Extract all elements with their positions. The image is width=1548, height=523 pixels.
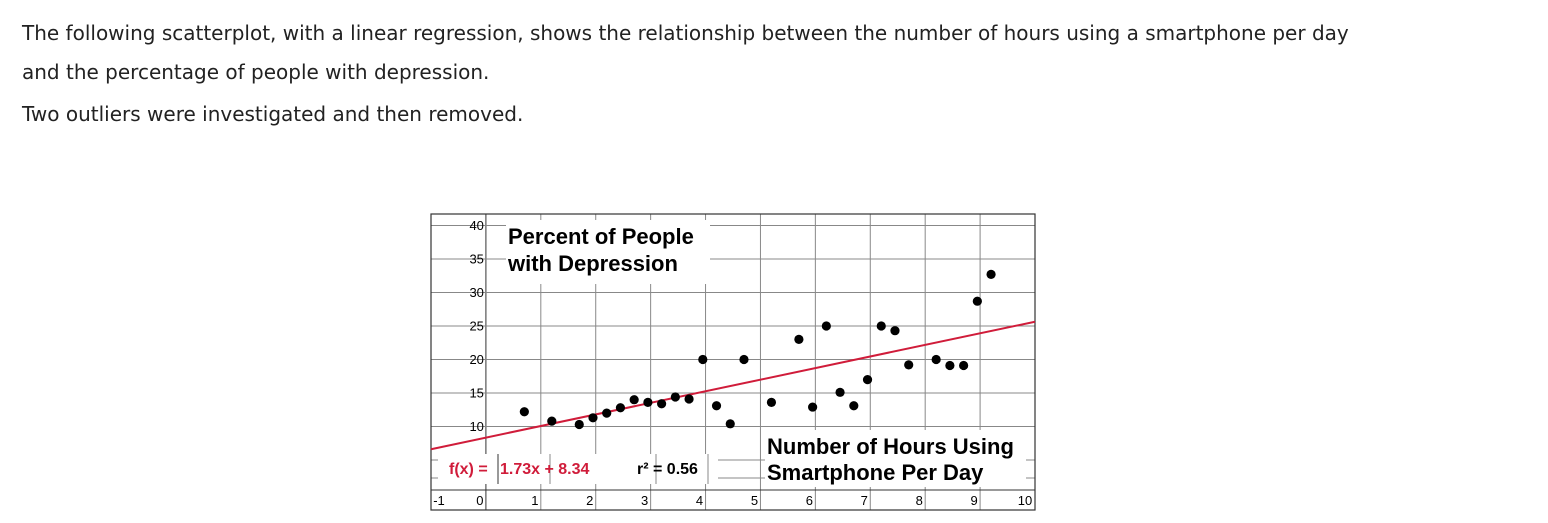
- y-tick-label: 30: [469, 285, 483, 300]
- y-tick-label: 15: [469, 386, 483, 401]
- data-point: [739, 354, 749, 365]
- x-tick-label: 0: [476, 493, 483, 508]
- data-point: [698, 354, 708, 365]
- x-tick-label: 2: [586, 493, 593, 508]
- data-point: [862, 375, 873, 385]
- data-point: [945, 360, 955, 371]
- data-point: [849, 401, 859, 411]
- data-point: [519, 407, 529, 417]
- y-tick-label: 40: [469, 218, 483, 233]
- regression-equation-prefix: f(x) =: [449, 461, 488, 478]
- title-background: [506, 220, 710, 284]
- outlier-paragraph: Two outliers were investigated and then …: [22, 102, 524, 126]
- outer-border: [430, 213, 1036, 511]
- chart-title-line-2: with Depression: [507, 251, 678, 276]
- data-point: [670, 392, 680, 402]
- x-tick-label: 9: [970, 493, 977, 508]
- xlabel-background: [765, 430, 1026, 487]
- data-point: [547, 416, 557, 426]
- equation-background: [438, 454, 718, 484]
- data-point: [972, 296, 982, 306]
- data-point: [643, 397, 653, 407]
- x-tick-label: 7: [861, 493, 868, 508]
- x-tick-labels: -1 0 1 2 3 4 5 6 7 8 9 10: [433, 493, 1032, 508]
- data-points: [519, 269, 996, 430]
- data-point: [808, 402, 818, 412]
- x-tick-label: 5: [751, 493, 758, 508]
- data-point: [890, 326, 900, 336]
- y-tick-label: 25: [469, 319, 483, 334]
- x-tick-label: 6: [806, 493, 813, 508]
- x-tick-label: -1: [433, 493, 445, 508]
- scatterplot-chart: 10 15 20 25 30 35 40 -1 0 1 2 3 4 5 6 7 8 9 10 Percent of…: [430, 213, 1036, 511]
- r-squared-label: r² = 0.56: [637, 461, 698, 478]
- data-point: [588, 413, 598, 423]
- data-point: [986, 269, 996, 280]
- data-point: [876, 321, 886, 331]
- data-point: [904, 360, 914, 370]
- y-tick-label: 20: [469, 352, 483, 367]
- y-tick-label: 10: [469, 419, 483, 434]
- data-point: [615, 403, 626, 413]
- data-point: [931, 354, 941, 365]
- x-tick-label: 3: [641, 493, 648, 508]
- data-point: [684, 394, 694, 404]
- x-tick-label: 10: [1018, 493, 1032, 508]
- intro-line-1: The following scatterplot, with a linear…: [22, 21, 1349, 45]
- intro-line-2: and the percentage of people with depres…: [22, 60, 490, 84]
- x-tick-label: 8: [916, 493, 923, 508]
- data-point: [959, 360, 969, 371]
- y-tick-labels: 10 15 20 25 30 35 40: [469, 218, 483, 434]
- data-point: [766, 397, 777, 407]
- intro-paragraph: The following scatterplot, with a linear…: [22, 14, 1522, 92]
- data-point: [821, 321, 831, 331]
- x-axis-label-line-1: Number of Hours Using: [767, 434, 1014, 459]
- chart-frame: [430, 213, 1036, 511]
- x-tick-label: 4: [696, 493, 703, 508]
- y-tick-label: 35: [469, 252, 483, 267]
- regression-equation: 1.73x + 8.34: [500, 461, 590, 478]
- data-point: [794, 334, 804, 344]
- data-point: [602, 408, 612, 418]
- data-point: [835, 387, 845, 397]
- question-text: The following scatterplot, with a linear…: [22, 14, 1522, 126]
- data-point: [711, 401, 722, 411]
- data-point: [629, 395, 639, 405]
- data-point: [725, 419, 735, 429]
- regression-line: [430, 320, 1036, 451]
- x-axis-label-line-2: Smartphone Per Day: [767, 460, 984, 485]
- data-point: [657, 399, 667, 409]
- x-tick-label: 1: [531, 493, 538, 508]
- data-point: [574, 419, 584, 430]
- chart-title-line-1: Percent of People: [508, 224, 694, 249]
